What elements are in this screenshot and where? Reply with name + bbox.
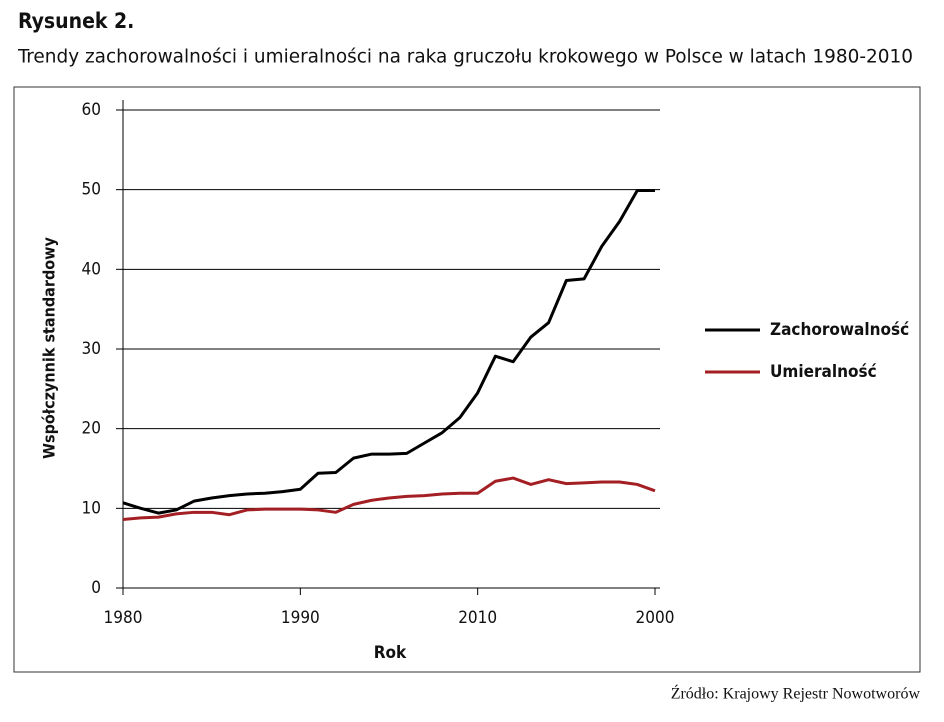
data-line (122, 188, 655, 515)
y-axis-label: Współczynnik standardowy (40, 237, 59, 459)
y-tick-label: 20 (82, 419, 101, 439)
x-tick-label: 2010 (458, 608, 497, 628)
figure-label: Rysunek 2. (18, 9, 134, 33)
legend-label: Umieralność (770, 362, 877, 382)
y-tick-label: 10 (82, 498, 101, 518)
y-tick-label: 40 (82, 259, 101, 279)
chart-title: Trendy zachorowalności i umieralności na… (17, 46, 913, 68)
data-line (122, 476, 656, 521)
source: Źródło: Krajowy Rejestr Nowotworów (671, 684, 921, 703)
x-tick-label: 1980 (104, 608, 143, 628)
x-tick-label: 2000 (636, 608, 675, 628)
x-axis-label: Rok (374, 643, 407, 663)
y-tick-label: 60 (82, 100, 101, 120)
frame (13, 86, 921, 673)
y-tick-label: 30 (82, 339, 101, 359)
y-tick-label: 50 (82, 180, 101, 200)
legend-label: Zachorowalność (770, 320, 909, 340)
y-tick-label: 0 (91, 578, 101, 598)
x-tick-label: 1990 (281, 608, 320, 628)
